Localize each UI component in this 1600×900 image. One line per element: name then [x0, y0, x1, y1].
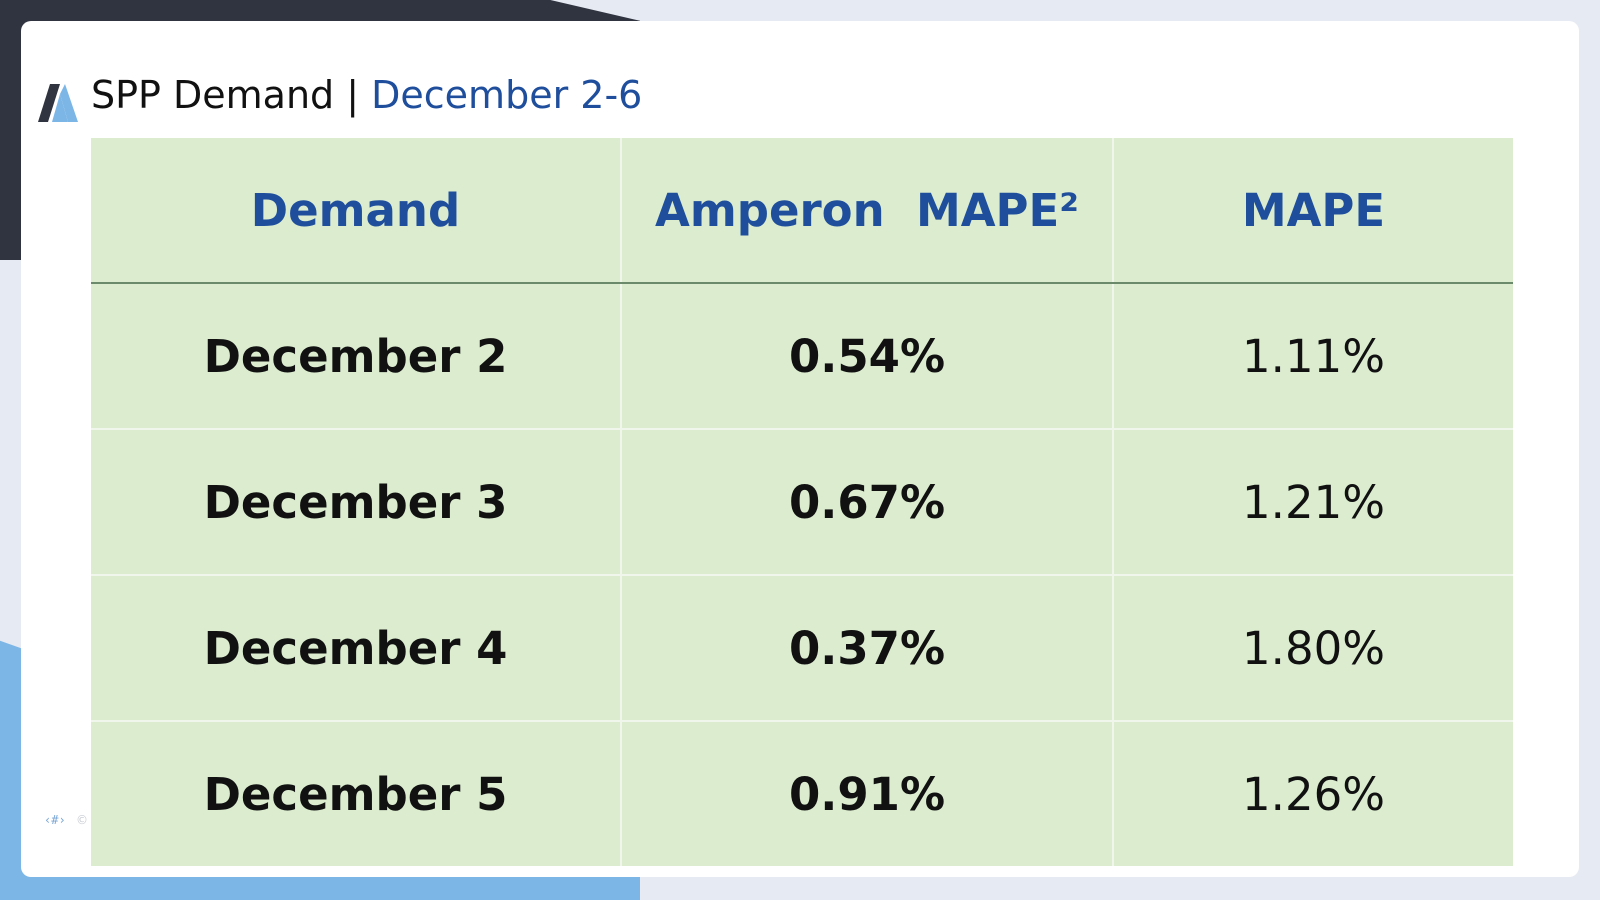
column-header-demand: Demand [91, 138, 621, 284]
table-row: December 5 0.91% 1.26% [91, 720, 1513, 866]
column-header-amperon-mape: Amperon MAPE² [620, 138, 1113, 284]
page-title: SPP Demand | December 2-6 [91, 73, 642, 117]
title-date-range: December 2-6 [371, 73, 643, 117]
slide-number: ‹#› [44, 813, 66, 827]
table-header-row: Demand Amperon MAPE² MAPE [91, 138, 1513, 284]
cell-mape: 1.80% [1112, 574, 1513, 721]
cell-amperon-mape: 0.54% [620, 283, 1113, 429]
amperon-logo-icon [38, 84, 78, 122]
cell-mape: 1.11% [1112, 283, 1513, 429]
cell-date: December 2 [203, 329, 508, 383]
cell-amperon-mape: 0.91% [620, 720, 1113, 866]
cell-mape: 1.26% [1112, 720, 1513, 866]
table-row: December 2 0.54% 1.11% [91, 283, 1513, 429]
cell-date: December 3 [91, 428, 621, 575]
title-main: SPP Demand | [91, 73, 372, 117]
cell-mape: 1.21% [1112, 428, 1513, 575]
table-row: December 3 0.67% 1.21% [91, 428, 1513, 575]
demand-table: Demand Amperon MAPE² MAPE December 2 0.5… [91, 138, 1513, 866]
copyright-mark: © [76, 813, 88, 827]
cell-amperon-mape: 0.37% [620, 574, 1113, 721]
column-header-mape: MAPE [1112, 138, 1513, 284]
table-row: December 4 0.37% 1.80% [91, 574, 1513, 721]
cell-date: December 4 [91, 574, 621, 721]
cell-amperon-mape: 0.67% [620, 428, 1113, 575]
cell-date: December 5 [91, 720, 621, 866]
slide-card: SPP Demand | December 2-6 Demand Amperon… [21, 21, 1579, 877]
